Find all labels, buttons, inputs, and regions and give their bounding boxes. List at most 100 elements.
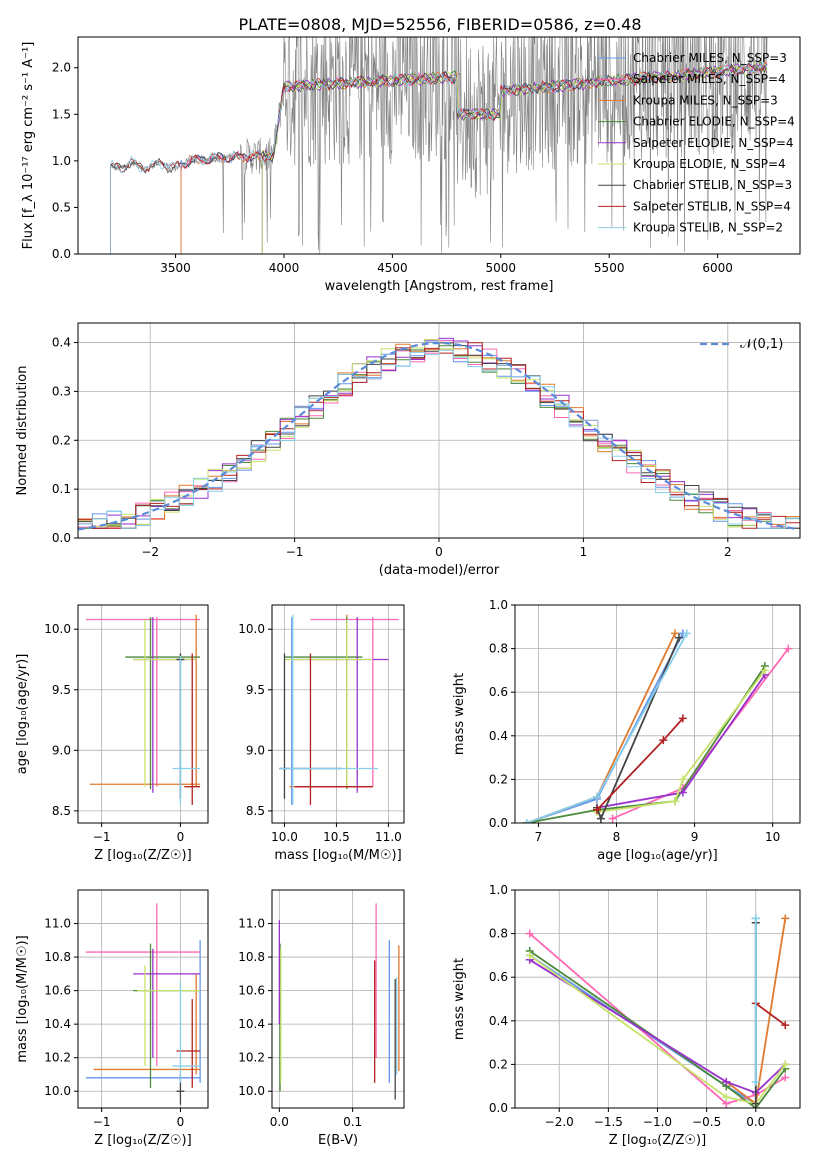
- x-tick-label: −2.0: [545, 1115, 574, 1129]
- x-tick-label: 11.0: [375, 830, 402, 844]
- y-tick-label: 1.5: [52, 107, 71, 121]
- y-tick-label: 0.5: [52, 200, 71, 214]
- y-tick-label: 0.0: [52, 531, 71, 545]
- point-marker: [671, 629, 680, 638]
- y-tick-label: 10.6: [44, 984, 71, 998]
- point-marker: [659, 736, 668, 745]
- y-tick-label: 0.4: [489, 1014, 508, 1028]
- point-marker: [751, 1077, 760, 1086]
- point-marker: [781, 914, 790, 923]
- y-tick-label: 10.0: [238, 622, 265, 636]
- histogram-step: [78, 349, 800, 529]
- y-tick-label: 10.8: [44, 950, 71, 964]
- series-line: [526, 632, 676, 823]
- x-tick-label: −1: [93, 1115, 111, 1129]
- x-tick-label: 0.0: [746, 1115, 765, 1129]
- y-tick-label: 0.4: [489, 729, 508, 743]
- point-marker: [592, 805, 601, 814]
- age-vs-mass-frame: [271, 604, 405, 824]
- x-tick-label: 8: [613, 830, 621, 844]
- point-marker: [678, 714, 687, 723]
- errorbar-point: [284, 619, 373, 787]
- y-tick-label: 10.2: [238, 1051, 265, 1065]
- y-axis-label: mass [log₁₀(M/M☉)]: [15, 935, 30, 1062]
- weight-series: [751, 999, 790, 1030]
- x-axis-label: age [log₁₀(age/yr)]: [597, 848, 718, 863]
- point-marker: [596, 814, 605, 823]
- weight-series: [751, 914, 760, 1086]
- point-marker: [722, 1093, 731, 1102]
- mass-vs-ebv-plot-area: [278, 903, 400, 1100]
- y-axis-label: mass weight: [452, 673, 467, 755]
- x-tick-label: 0.1: [343, 1115, 362, 1129]
- x-tick-label: 9: [691, 830, 699, 844]
- age-vs-mass-axes: 10.0 10.5 11.0 8.5 9.0 9.5 10.0 mass [log₁₀(M/M…: [238, 604, 405, 863]
- x-tick-label: 10.0: [271, 830, 298, 844]
- y-tick-label: 9.5: [246, 683, 265, 697]
- x-tick-label: 0.0: [270, 1115, 289, 1129]
- y-tick-label: 10.8: [238, 950, 265, 964]
- data-spectrum-line: [110, 37, 768, 254]
- weight-series: [522, 629, 691, 823]
- errorbar-point: [310, 617, 399, 787]
- errorbar-point: [85, 617, 201, 787]
- point-marker: [751, 914, 760, 923]
- point-marker: [608, 814, 617, 823]
- weight-series: [522, 662, 769, 823]
- age-vs-z-frame: [77, 604, 209, 824]
- errorbar-point: [125, 617, 201, 790]
- residuals-axes: −2 −1 0 1 2 0.0 0.1 0.2 0.3 0.4 (data-model)/error…: [15, 322, 801, 578]
- y-tick-label: 8.5: [52, 804, 71, 818]
- series-line: [596, 637, 680, 822]
- x-tick-label: −1.5: [594, 1115, 623, 1129]
- errorbar-point: [172, 982, 201, 1083]
- y-tick-label: 0.6: [489, 970, 508, 984]
- x-axis-label: (data-model)/error: [379, 563, 500, 578]
- y-tick-label: 0.2: [489, 772, 508, 786]
- y-tick-label: 0.8: [489, 927, 508, 941]
- histogram-step: [78, 342, 800, 529]
- x-tick-label: −2: [141, 545, 159, 559]
- errorbar-point: [294, 617, 389, 793]
- point-marker: [760, 666, 769, 675]
- point-marker: [784, 644, 793, 653]
- legend-entry: Salpeter MILES, N_SSP=4: [633, 72, 786, 86]
- legend-entry: Chabrier STELIB, N_SSP=3: [633, 178, 792, 192]
- x-tick-label: −1.0: [643, 1115, 672, 1129]
- x-axis-label: Z [log₁₀(Z/Z☉)]: [609, 1133, 706, 1148]
- point-marker: [525, 929, 534, 938]
- y-tick-label: 9.0: [246, 743, 265, 757]
- legend-entry: Chabrier MILES, N_SSP=3: [633, 51, 787, 65]
- series-line: [596, 717, 684, 811]
- x-tick-label: 10.5: [323, 830, 350, 844]
- y-tick-label: 8.5: [246, 804, 265, 818]
- weight-vs-z-axes: −2.0 −1.5 −1.0 −0.5 0.0 0.0 0.2 0.4 0.6 0.8 1.0 Z […: [452, 883, 801, 1148]
- legend-entry: Salpeter ELODIE, N_SSP=4: [633, 136, 794, 150]
- point-marker: [781, 1060, 790, 1069]
- errorbar-point: [184, 653, 201, 805]
- y-tick-label: 10.0: [44, 622, 71, 636]
- y-tick-label: 11.0: [44, 917, 71, 931]
- legend-entry: 𝒩(0,1): [740, 337, 783, 352]
- mass-vs-z-axes: −1 0 10.0 10.2 10.4 10.6 10.8 11.0 Z [log₁₀(Z/Z☉…: [15, 889, 209, 1148]
- mass-vs-ebv-axes: 0.0 0.1 10.0 10.2 10.4 10.6 10.8 11.0 E(B-V): [238, 889, 405, 1148]
- y-tick-label: 0.1: [52, 482, 71, 496]
- y-tick-label: 0.2: [489, 1057, 508, 1071]
- y-tick-label: 9.0: [52, 743, 71, 757]
- y-axis-label: Normed distribution: [15, 366, 30, 496]
- weight-vs-age-frame: [514, 604, 801, 824]
- x-tick-label: 6000: [702, 261, 733, 275]
- x-tick-label: 4000: [269, 261, 300, 275]
- y-tick-label: 1.0: [489, 598, 508, 612]
- x-tick-label: 4500: [377, 261, 408, 275]
- legend-entry: Kroupa STELIB, N_SSP=2: [633, 221, 783, 235]
- y-axis-label: Flux [f_λ 10⁻¹⁷ erg cm⁻² s⁻¹ A⁻¹]: [21, 42, 36, 250]
- point-marker: [522, 819, 531, 823]
- x-axis-label: mass [log₁₀(M/M☉)]: [274, 848, 401, 863]
- y-tick-label: 1.0: [489, 883, 508, 897]
- figure-title: PLATE=0808, MJD=52556, FIBERID=0586, z=0…: [238, 15, 641, 34]
- age-vs-mass-plot-area: [279, 614, 399, 805]
- gaussian-curve: [78, 342, 798, 531]
- model-line: [110, 62, 767, 254]
- point-marker: [678, 788, 687, 797]
